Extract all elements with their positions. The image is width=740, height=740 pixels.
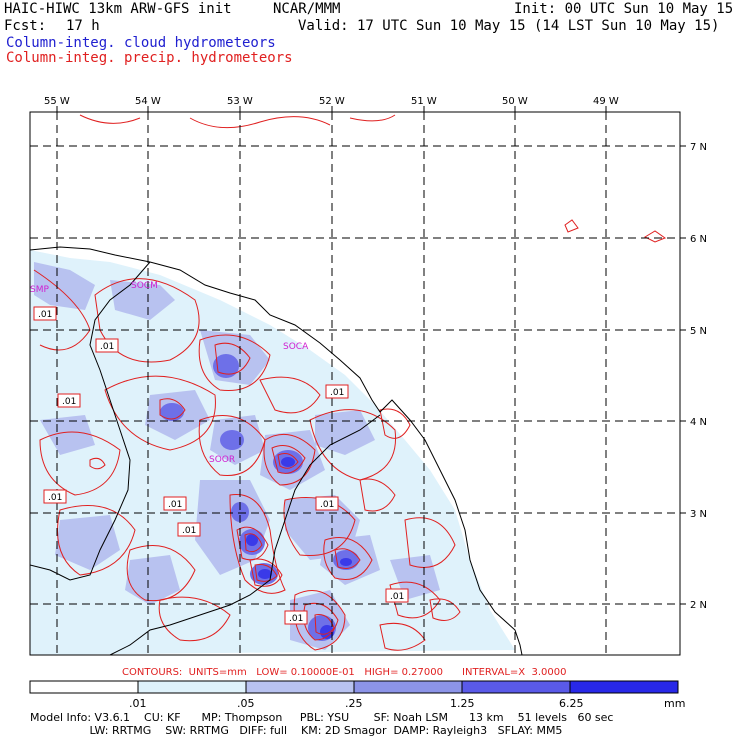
lat-label: 6 N — [690, 234, 707, 245]
station-label: SOCA — [283, 342, 309, 352]
contour-label: .01 — [38, 310, 52, 320]
station-label: SOCM — [131, 281, 158, 291]
legend-unit: mm — [664, 697, 686, 710]
legend-value: .25 — [345, 697, 363, 710]
map-field — [30, 114, 667, 655]
lat-label: 5 N — [690, 326, 707, 337]
lon-label: 49 W — [593, 96, 619, 107]
contour-label-box: .01 — [284, 610, 308, 625]
contour-label: .01 — [390, 592, 404, 602]
lat-lon-grid — [30, 112, 680, 655]
model-info-line1: Model Info: V3.6.1 CU: KF MP: Thompson P… — [30, 711, 614, 724]
contour-label: .01 — [48, 493, 62, 503]
forecast-hour: 17 h — [66, 18, 100, 34]
valid-time: Valid: 17 UTC Sun 10 May 15 (14 LST Sun … — [298, 18, 720, 34]
contour-label-box: .01 — [385, 588, 409, 603]
station-label: SOOR — [209, 455, 235, 465]
lat-label: 3 N — [690, 509, 707, 520]
legend-value: .05 — [237, 697, 255, 710]
field-cloud-label: Column-integ. cloud hydrometeors — [6, 35, 276, 51]
lat-label: 4 N — [690, 417, 707, 428]
lon-label: 52 W — [319, 96, 345, 107]
lon-label: 50 W — [502, 96, 528, 107]
legend-value: .01 — [129, 697, 147, 710]
lon-label: 54 W — [135, 96, 161, 107]
model-info-line2: LW: RRTMG SW: RRTMG DIFF: full KM: 2D Sm… — [30, 724, 563, 737]
station-label: SMP — [30, 285, 49, 295]
plot-title: HAIC-HIWC 13km ARW-GFS init — [4, 1, 232, 17]
color-legend — [29, 680, 679, 694]
lat-label: 7 N — [690, 142, 707, 153]
legend-value: 1.25 — [450, 697, 475, 710]
lat-label: 2 N — [690, 600, 707, 611]
lon-label: 55 W — [44, 96, 70, 107]
contour-labels: .01 .01 .01 .01 .01 .01 .01 .01 .01 .01 — [33, 306, 409, 625]
lat-ticks — [680, 145, 686, 605]
contour-label: .01 — [100, 342, 114, 352]
contour-label: .01 — [330, 388, 344, 398]
contour-label: .01 — [289, 614, 303, 624]
contour-label-box: .01 — [315, 496, 339, 511]
cloud-shade-core — [246, 457, 352, 639]
organization: NCAR/MMM — [273, 1, 341, 17]
init-time: Init: 00 UTC Sun 10 May 15 — [514, 1, 734, 17]
contour-label-box: .01 — [325, 384, 349, 399]
contour-label-box: .01 — [163, 496, 187, 511]
contour-label-box: .01 — [43, 489, 67, 504]
contour-label: .01 — [62, 397, 76, 407]
coastline — [30, 246, 523, 655]
legend-value: 6.25 — [559, 697, 584, 710]
lon-label: 53 W — [227, 96, 253, 107]
contour-label: .01 — [320, 500, 334, 510]
contour-label-box: .01 — [57, 393, 81, 408]
contour-label-box: .01 — [95, 338, 119, 353]
contours-info: CONTOURS: UNITS=mm LOW= 0.10000E-01 HIGH… — [122, 667, 567, 678]
forecast-label: Fcst: — [4, 18, 47, 34]
field-precip-label: Column-integ. precip. hydrometeors — [6, 50, 293, 66]
lon-label: 51 W — [411, 96, 437, 107]
map-frame — [29, 111, 681, 656]
contour-label-box: .01 — [177, 522, 201, 537]
contour-label-box: .01 — [33, 306, 57, 321]
contour-label: .01 — [182, 526, 196, 536]
lon-ticks — [56, 106, 607, 112]
contour-label: .01 — [168, 500, 182, 510]
